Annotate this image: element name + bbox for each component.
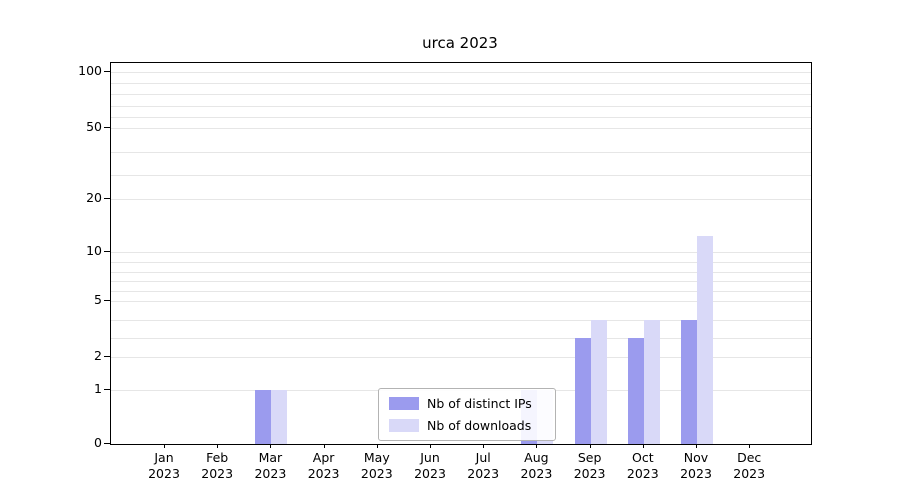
y-tick-label: 2 bbox=[94, 348, 102, 363]
x-tick-mark bbox=[217, 444, 219, 448]
y-tick-label: 10 bbox=[86, 243, 102, 258]
x-tick-label: Dec 2023 bbox=[733, 450, 766, 481]
bar-distinct-ips bbox=[627, 338, 644, 444]
x-tick-label: Jan 2023 bbox=[148, 450, 180, 481]
gridline bbox=[111, 291, 811, 293]
bar-distinct-ips bbox=[574, 338, 591, 444]
gridline bbox=[111, 271, 811, 273]
x-tick-mark bbox=[642, 444, 644, 448]
bar-distinct-ips bbox=[681, 319, 697, 444]
gridline bbox=[111, 261, 811, 263]
gridline bbox=[111, 175, 811, 177]
y-tick-mark bbox=[104, 443, 110, 444]
x-tick-label: Jul 2023 bbox=[467, 450, 500, 481]
legend-swatch-distinct-ips bbox=[389, 397, 419, 410]
x-tick-mark bbox=[376, 444, 378, 448]
gridline bbox=[111, 252, 811, 253]
legend-item-distinct-ips: Nb of distinct IPs bbox=[389, 396, 545, 411]
gridline bbox=[111, 116, 811, 118]
y-tick-mark bbox=[104, 251, 110, 252]
bar-downloads bbox=[643, 319, 660, 444]
gridline bbox=[111, 94, 811, 96]
x-tick-label: Sep 2023 bbox=[573, 450, 606, 481]
x-tick-mark bbox=[749, 444, 751, 448]
legend: Nb of distinct IPs Nb of downloads bbox=[378, 388, 556, 441]
x-tick-mark bbox=[323, 444, 325, 448]
legend-label-downloads: Nb of downloads bbox=[427, 418, 532, 433]
x-tick-label: Feb 2023 bbox=[201, 450, 234, 481]
gridline bbox=[111, 319, 811, 321]
bar-downloads bbox=[271, 390, 288, 444]
x-tick-label: Aug 2023 bbox=[520, 450, 553, 481]
gridline bbox=[111, 128, 811, 129]
y-tick-label: 100 bbox=[78, 63, 102, 78]
gridline bbox=[111, 83, 811, 85]
x-tick-mark bbox=[536, 444, 538, 448]
chart-title: urca 2023 bbox=[422, 34, 498, 52]
bar-distinct-ips bbox=[255, 390, 272, 444]
y-tick-mark bbox=[104, 389, 110, 390]
gridline bbox=[111, 72, 811, 73]
y-tick-mark bbox=[104, 300, 110, 301]
x-tick-mark bbox=[164, 444, 165, 448]
gridline bbox=[111, 301, 811, 302]
gridline bbox=[111, 199, 811, 200]
y-tick-mark bbox=[104, 198, 110, 199]
y-tick-mark bbox=[104, 71, 110, 72]
bar-downloads bbox=[697, 236, 713, 444]
legend-swatch-downloads bbox=[389, 419, 419, 432]
y-tick-label: 20 bbox=[86, 190, 102, 205]
x-tick-label: Nov 2023 bbox=[680, 450, 712, 481]
gridline bbox=[111, 105, 811, 107]
x-tick-label: Oct 2023 bbox=[626, 450, 659, 481]
bar-downloads bbox=[590, 319, 607, 444]
x-tick-mark bbox=[589, 444, 591, 448]
x-tick-mark bbox=[696, 444, 697, 448]
y-tick-mark bbox=[104, 356, 110, 357]
x-tick-mark bbox=[430, 444, 431, 448]
x-tick-mark bbox=[483, 444, 485, 448]
gridline bbox=[111, 357, 811, 358]
y-tick-label: 50 bbox=[86, 119, 102, 134]
x-tick-label: Mar 2023 bbox=[254, 450, 287, 481]
legend-label-distinct-ips: Nb of distinct IPs bbox=[427, 396, 532, 411]
x-tick-label: Jun 2023 bbox=[414, 450, 446, 481]
legend-item-downloads: Nb of downloads bbox=[389, 418, 545, 433]
y-tick-label: 5 bbox=[94, 292, 102, 307]
x-tick-mark bbox=[270, 444, 272, 448]
gridline bbox=[111, 151, 811, 153]
x-tick-label: May 2023 bbox=[360, 450, 393, 481]
y-tick-mark bbox=[104, 127, 110, 128]
x-tick-label: Apr 2023 bbox=[307, 450, 340, 481]
y-tick-label: 1 bbox=[94, 381, 102, 396]
gridline bbox=[111, 338, 811, 340]
y-tick-label: 0 bbox=[94, 435, 102, 450]
gridline bbox=[111, 281, 811, 283]
